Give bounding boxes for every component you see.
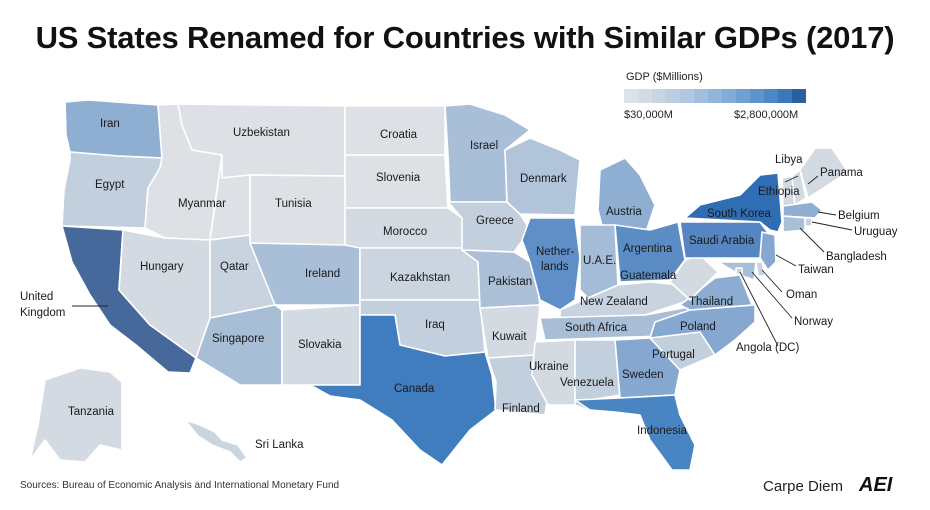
label-egypt: Egypt (95, 179, 125, 191)
label-taiwan: Taiwan (798, 264, 834, 276)
state-hawaii[interactable] (184, 419, 248, 463)
legend-swatch (792, 89, 806, 103)
label-iraq: Iraq (425, 319, 445, 331)
label-hungary: Hungary (140, 261, 184, 273)
label-tanzania: Tanzania (68, 406, 115, 418)
legend-swatch (652, 89, 666, 103)
label-canada: Canada (394, 383, 435, 395)
label-uruguay: Uruguay (854, 226, 898, 238)
label-slovakia: Slovakia (298, 339, 342, 351)
label-lands: lands (541, 261, 569, 273)
state-new-hampshire[interactable] (791, 169, 807, 206)
label-kingdom: Kingdom (20, 307, 65, 319)
state-texas[interactable] (309, 314, 497, 466)
legend-swatch (722, 89, 736, 103)
legend-swatch (624, 89, 638, 103)
state-michigan[interactable] (597, 157, 656, 239)
label-austria: Austria (606, 206, 642, 218)
label-pakistan: Pakistan (488, 276, 532, 288)
label-uae: U.A.E. (583, 255, 616, 267)
state-mississippi[interactable] (531, 339, 576, 406)
label-portugal: Portugal (652, 349, 695, 361)
state-alaska[interactable] (29, 367, 123, 463)
state-labels: Iran Egypt United Kingdom Uzbekistan Hun… (20, 118, 898, 451)
state-florida[interactable] (574, 394, 696, 471)
label-morocco: Morocco (383, 226, 427, 238)
state-north-carolina[interactable] (649, 304, 756, 356)
legend-swatch (750, 89, 764, 103)
aei-logo: AEI (857, 474, 913, 496)
label-guatemala: Guatemala (620, 270, 677, 282)
label-libya: Libya (775, 154, 803, 166)
legend-swatch (764, 89, 778, 103)
label-kazakhstan: Kazakhstan (390, 272, 450, 284)
label-belgium: Belgium (838, 210, 880, 222)
label-oman: Oman (786, 289, 817, 301)
label-finland: Finland (502, 403, 540, 415)
label-sweden: Sweden (622, 369, 664, 381)
legend-title: GDP ($Millions) (626, 71, 703, 83)
label-leader-lines (72, 175, 853, 347)
state-wyoming-tunisia[interactable] (249, 174, 346, 246)
state-new-york[interactable] (684, 172, 783, 233)
label-greece: Greece (476, 215, 514, 227)
logo-text: AEI (858, 474, 893, 496)
brand-name: Carpe Diem (763, 478, 844, 495)
label-sri-lanka: Sri Lanka (255, 439, 304, 451)
source-note: Sources: Bureau of Economic Analysis and… (20, 480, 340, 491)
label-kuwait: Kuwait (492, 331, 527, 343)
label-angola: Angola (DC) (736, 342, 799, 354)
label-united: United (20, 291, 53, 303)
legend-swatch (708, 89, 722, 103)
label-iran: Iran (100, 118, 120, 130)
label-indonesia: Indonesia (637, 425, 687, 437)
label-thailand: Thailand (689, 296, 733, 308)
label-south-korea: South Korea (707, 208, 772, 220)
label-bangladesh: Bangladesh (826, 251, 887, 263)
state-massachusetts[interactable] (782, 201, 823, 219)
label-singapore: Singapore (212, 333, 264, 345)
legend-max-label: $2,800,000M (734, 109, 799, 121)
label-argentina: Argentina (623, 243, 673, 255)
label-poland: Poland (680, 321, 716, 333)
label-venezuela: Venezuela (560, 377, 614, 389)
legend-swatch (778, 89, 792, 103)
label-saudi-arabia: Saudi Arabia (689, 235, 755, 247)
legend-swatch (680, 89, 694, 103)
label-ethiopia: Ethiopia (758, 186, 800, 198)
legend-swatch (736, 89, 750, 103)
label-myanmar: Myanmar (178, 198, 226, 210)
label-ukraine: Ukraine (529, 361, 569, 373)
map-title: US States Renamed for Countries with Sim… (35, 20, 895, 55)
label-croatia: Croatia (380, 129, 418, 141)
state-rhode-island[interactable] (804, 217, 813, 227)
label-nether: Nether- (536, 246, 575, 258)
label-south-africa: South Africa (565, 322, 628, 334)
label-norway: Norway (794, 316, 833, 328)
label-ireland: Ireland (305, 268, 340, 280)
state-virginia[interactable] (679, 274, 753, 311)
label-new-zealand: New Zealand (580, 296, 648, 308)
legend-swatch (694, 89, 708, 103)
label-qatar: Qatar (220, 261, 249, 273)
label-slovenia: Slovenia (376, 172, 421, 184)
legend-min-label: $30,000M (624, 109, 673, 121)
state-dc[interactable] (735, 267, 743, 275)
state-maine[interactable] (799, 147, 849, 199)
legend-color-scale (624, 89, 806, 103)
state-connecticut[interactable] (782, 215, 806, 233)
label-uzbekistan: Uzbekistan (233, 127, 290, 139)
label-israel: Israel (470, 140, 498, 152)
label-denmark: Denmark (520, 173, 567, 185)
state-west-virginia[interactable] (669, 254, 719, 301)
state-new-jersey[interactable] (759, 231, 777, 271)
state-delaware[interactable] (755, 261, 766, 277)
legend-swatch (638, 89, 652, 103)
legend-swatch (666, 89, 680, 103)
label-panama: Panama (820, 167, 863, 179)
label-tunisia: Tunisia (275, 198, 312, 210)
state-wisconsin[interactable] (504, 137, 581, 216)
